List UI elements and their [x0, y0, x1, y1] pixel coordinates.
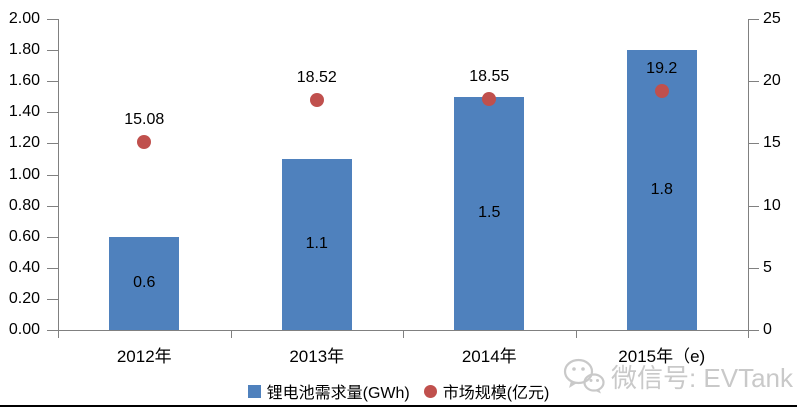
scatter-value-label: 19.2: [646, 60, 678, 78]
y-axis-left-tick-label: 1.80: [8, 41, 40, 59]
y-axis-left-tick-label: 0.40: [8, 258, 40, 276]
bar-value-label: 1.8: [650, 181, 673, 199]
y-axis-right-tick: [749, 143, 759, 145]
wechat-icon: [563, 358, 605, 398]
y-axis-left-tick: [47, 50, 58, 52]
bar-value-label: 0.6: [133, 274, 156, 292]
y-axis-left-tick: [47, 236, 58, 238]
y-axis-left-tick-label: 1.20: [8, 134, 40, 152]
y-axis-right-line: [748, 19, 749, 338]
y-axis-left-tick: [47, 112, 58, 114]
y-axis-left-tick-label: 0.20: [8, 289, 40, 307]
watermark: 微信号: EVTank: [563, 358, 793, 398]
y-axis-right-tick: [749, 81, 759, 83]
x-axis-tick: [748, 330, 749, 338]
y-axis-left-tick: [47, 205, 58, 207]
y-axis-right-tick: [749, 267, 759, 269]
y-axis-right-tick: [749, 205, 759, 207]
bar-2012年: [109, 236, 180, 330]
y-axis-right-tick: [749, 330, 759, 331]
x-axis-label-1: 2012年: [116, 347, 172, 366]
x-axis-tick: [403, 330, 404, 338]
y-axis-right-tick-label: 0: [763, 321, 772, 338]
y-axis-right-tick-label: 5: [763, 258, 772, 276]
scatter-point-2013年: [309, 92, 324, 107]
y-axis-right-tick-label: 10: [763, 196, 781, 214]
y-axis-left-line: [58, 19, 59, 338]
x-axis-tick: [575, 330, 577, 338]
y-axis-left-tick: [47, 330, 58, 331]
scatter-point-2012年: [137, 135, 152, 150]
y-axis-right-tick-label: 25: [763, 10, 781, 27]
y-axis-left-tick-label: 2.00: [8, 10, 40, 27]
y-axis-left-tick-label: 0.00: [8, 321, 40, 338]
x-axis-label-3: 2014年: [461, 347, 517, 366]
y-axis-left-tick-label: 1.40: [8, 103, 40, 121]
x-axis-label-4: 2015年（e): [618, 347, 706, 366]
chart-legend: 锂电池需求量(GWh) 市场规模(亿元): [0, 379, 797, 403]
y-axis-left-tick-label: 1.00: [8, 165, 40, 183]
bar-2014年: [454, 96, 525, 330]
y-axis-left-tick: [47, 143, 58, 145]
scatter-point-2014年: [482, 92, 497, 107]
y-axis-left-tick: [47, 267, 58, 269]
bar-value-label: 1.5: [478, 204, 501, 222]
scatter-value-label: 15.08: [124, 111, 165, 129]
x-axis-tick: [230, 330, 232, 338]
scatter-value-label: 18.55: [469, 68, 510, 86]
scatter-series-marker-icon: [423, 384, 437, 398]
y-axis-right-tick: [749, 19, 759, 20]
legend-item-battery-demand: 锂电池需求量(GWh): [247, 379, 410, 403]
x-axis-label-2: 2013年: [289, 347, 345, 366]
legend-label-battery-demand: 锂电池需求量(GWh): [266, 385, 410, 402]
y-axis-right-tick-label: 20: [763, 72, 781, 90]
y-axis-left-tick: [47, 81, 58, 83]
bar-2013年: [281, 158, 352, 330]
legend-label-market-size: 市场规模(亿元): [442, 385, 550, 402]
y-axis-left-tick: [47, 298, 58, 300]
legend-item-market-size: 市场规模(亿元): [423, 379, 550, 403]
bar-series-marker-icon: [247, 384, 261, 398]
watermark-text: 微信号: EVTank: [610, 363, 793, 393]
y-axis-right-tick-label: 15: [763, 134, 781, 152]
x-axis-tick: [58, 330, 59, 338]
y-axis-left-tick-label: 0.60: [8, 227, 40, 245]
scatter-value-label: 18.52: [296, 68, 337, 86]
y-axis-left-tick: [47, 174, 58, 176]
scatter-point-2015年（e): [654, 84, 669, 99]
bar-value-label: 1.1: [305, 235, 328, 253]
y-axis-left-tick: [47, 19, 58, 20]
bottom-border-rule: [0, 405, 797, 407]
y-axis-left-tick-label: 0.80: [8, 196, 40, 214]
y-axis-left-tick-label: 1.60: [8, 72, 40, 90]
